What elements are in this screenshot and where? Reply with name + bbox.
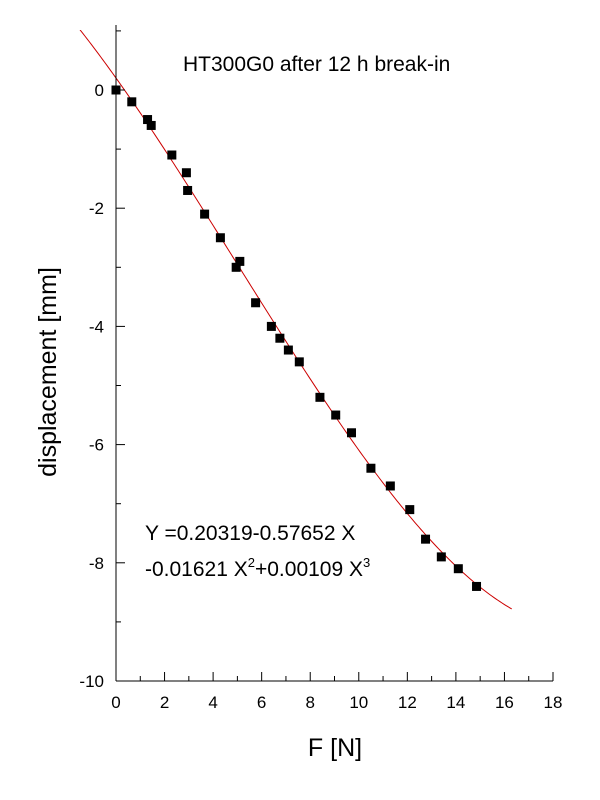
y-tick-label: -2: [89, 199, 104, 218]
data-point: [283, 345, 293, 355]
equation-exponent-3: 3: [363, 555, 370, 570]
equation-line-2: -0.01621 X2+0.00109 X3: [145, 555, 370, 581]
x-tick-label: 10: [349, 693, 368, 712]
y-axis-title: displacement [mm]: [34, 267, 62, 477]
equation-exponent-2: 2: [248, 555, 255, 570]
data-point: [200, 209, 210, 219]
chart-title: HT300G0 after 12 h break-in: [183, 53, 450, 76]
y-tick-label: -10: [79, 672, 104, 691]
x-tick-label: 4: [208, 693, 217, 712]
equation-term-cubic: +0.00109 X: [255, 558, 363, 581]
data-point: [366, 463, 376, 473]
data-point: [111, 85, 121, 95]
x-tick-label: 16: [495, 693, 514, 712]
data-point: [405, 505, 415, 515]
data-point: [472, 581, 482, 591]
data-point: [215, 233, 225, 243]
data-point: [143, 115, 153, 125]
data-point: [251, 298, 261, 308]
x-tick-label: 12: [398, 693, 417, 712]
y-tick-label: -6: [89, 436, 104, 455]
x-axis-title: F [N]: [308, 734, 362, 762]
data-point: [436, 552, 446, 562]
x-tick-label: 6: [257, 693, 266, 712]
x-tick-label: 14: [446, 693, 465, 712]
data-point: [346, 428, 356, 438]
y-tick-label: 0: [95, 81, 104, 100]
data-point: [453, 564, 463, 574]
data-point: [421, 534, 431, 544]
data-point: [275, 333, 285, 343]
data-point: [127, 97, 137, 107]
equation-line-1: Y =0.20319-0.57652 X: [145, 522, 355, 545]
x-tick-label: 8: [305, 693, 314, 712]
x-tick-label: 18: [544, 693, 563, 712]
x-tick-label: 0: [111, 693, 120, 712]
data-point: [167, 150, 177, 160]
data-point: [146, 120, 156, 130]
data-point: [181, 168, 191, 178]
data-point: [385, 481, 395, 491]
data-point: [183, 185, 193, 195]
data-point: [235, 256, 245, 266]
data-point: [294, 357, 304, 367]
data-point: [266, 321, 276, 331]
y-tick-label: -8: [89, 554, 104, 573]
data-point: [331, 410, 341, 420]
equation-term-quadratic: -0.01621 X: [145, 558, 248, 581]
y-tick-label: -4: [89, 317, 104, 336]
data-point: [315, 392, 325, 402]
data-point: [231, 262, 241, 272]
x-tick-label: 2: [160, 693, 169, 712]
